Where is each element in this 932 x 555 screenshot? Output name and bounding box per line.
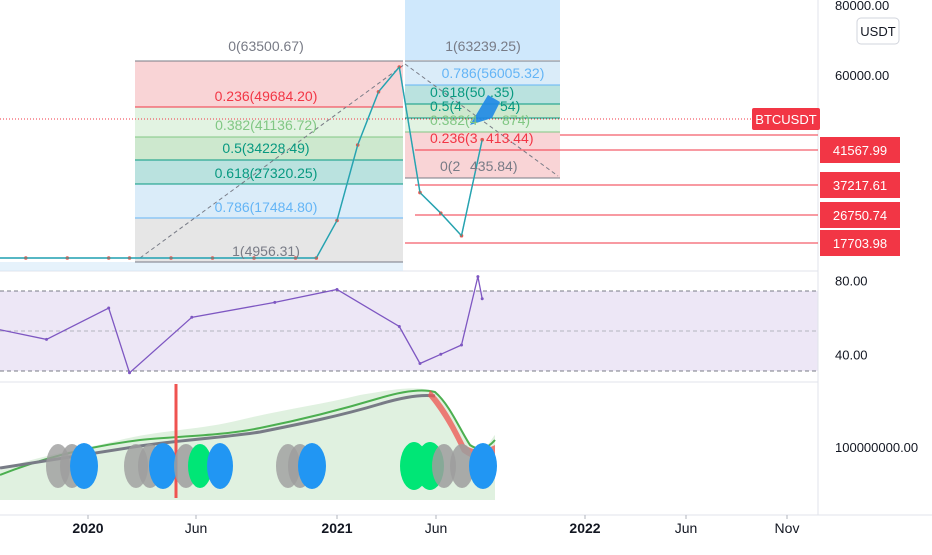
rsi-point <box>45 337 48 341</box>
rsi-point <box>397 325 401 328</box>
volume-line <box>0 389 496 476</box>
fib-labels: 0(63500.67) 0.236(49684.20) 0.382(41136.72… <box>215 38 545 259</box>
rsi-point <box>190 315 194 319</box>
rsi-point <box>273 300 277 304</box>
fib-lines <box>135 60 560 263</box>
volume-bubble-blue <box>70 443 98 489</box>
price-series <box>0 65 500 260</box>
currency-label: USDT <box>860 24 895 39</box>
currency-button[interactable] <box>856 17 900 45</box>
time-axis-tick-label: Jun <box>425 520 448 536</box>
price-level-tag <box>820 172 900 198</box>
price-level-tag <box>820 230 900 256</box>
fib2-level-label: 413.44) <box>486 130 533 146</box>
volume-bubble-blue <box>469 443 497 489</box>
fib1-zone-05-0618 <box>135 160 403 184</box>
rsi-axis-tick-label: 80.00 <box>835 273 868 288</box>
rsi-point <box>335 288 339 291</box>
volume-bubble-blue <box>207 443 233 489</box>
fib2-time-zone <box>405 0 560 60</box>
price-level-tag <box>820 202 900 228</box>
fib2-level-label: 0(2 <box>440 158 460 174</box>
price-level-tag <box>820 137 900 163</box>
rsi-point <box>107 306 111 310</box>
time-axis-tick-label: Jun <box>185 520 208 536</box>
volume-bubble-blue <box>149 443 177 489</box>
price-axis-tick-label: 60000.00 <box>835 68 889 83</box>
volume-bubble-gray <box>450 444 474 488</box>
time-axis-tick-label: Nov <box>775 520 800 536</box>
fib2-level-label: .35) <box>490 84 514 100</box>
time-axis-tick-label: Jun <box>675 520 698 536</box>
volume-bubble-green <box>188 444 212 488</box>
price-level-label: 37217.61 <box>833 178 887 193</box>
price-level-label: 17703.98 <box>833 236 887 251</box>
rsi-point <box>439 352 443 356</box>
price-level-label: 41567.99 <box>833 143 887 158</box>
symbol-label: BTCUSDT <box>755 112 816 127</box>
fib1-level-label: 0.786(17484.80) <box>215 199 318 215</box>
fib2-level-label: 874) <box>502 112 530 128</box>
volume-bubble-blue <box>298 443 326 489</box>
rsi-point <box>480 297 484 301</box>
rsi-point <box>460 343 463 347</box>
rsi-point <box>476 275 480 279</box>
volume-pane <box>0 384 497 500</box>
rsi-axis-tick-label: 40.00 <box>835 347 868 362</box>
fib1-level-label: 0.382(41136.72) <box>215 117 317 133</box>
fib2-level-label: 0.618(50 <box>430 84 485 100</box>
projection-arrow <box>470 95 500 125</box>
rsi-point <box>418 362 422 365</box>
rsi-series <box>0 275 484 375</box>
fib2-level-label: 0.236(3 <box>430 130 478 146</box>
time-axis[interactable]: 2020 Jun 2021 Jun 2022 Jun Nov <box>72 515 799 536</box>
volume-axis-tick-label: 100000000.00 <box>835 440 918 455</box>
price-level-lines <box>405 134 818 244</box>
fib1-trend-line <box>139 63 406 259</box>
fib2-level-label: 54) <box>500 98 520 114</box>
fib2-level-label: 0.786(56005.32) <box>442 65 545 81</box>
rsi-point <box>128 371 131 375</box>
fib1-zone-0786-1 <box>135 218 403 262</box>
time-axis-tick-label: 2021 <box>321 520 352 536</box>
fib2-level-label: 0.5(4 <box>430 98 462 114</box>
fib2-level-label: 1(63239.25) <box>445 38 521 54</box>
fib2-zone-1-0786 <box>405 61 560 85</box>
fib1-level-label: 0.236(49684.20) <box>215 88 318 104</box>
price-level-label: 26750.74 <box>833 208 887 223</box>
volume-bubble-gray <box>432 444 456 488</box>
fib1-zone-0618-0786 <box>135 184 403 218</box>
fib1-level-label: 0.5(34228.49) <box>222 140 309 156</box>
fib2-level-label: 435.84) <box>470 158 517 174</box>
fib1-level-label: 1(4956.31) <box>232 243 300 259</box>
fib1-zone-bottom <box>0 262 403 271</box>
fib1-zone-0-0236 <box>135 61 403 107</box>
fib2-zone-0786-0618 <box>405 85 560 104</box>
fib2-zone-05-0382 <box>405 118 560 132</box>
fib1-zone-0382-05 <box>135 137 403 160</box>
price-axis[interactable]: 80000.00 60000.00 80.00 40.00 100000000.00 41… <box>820 0 918 455</box>
time-axis-tick-label: 2022 <box>569 520 600 536</box>
time-axis-tick-label: 2020 <box>72 520 103 536</box>
fib1-zone-0236-0382 <box>135 107 403 137</box>
price-axis-tick-label: 80000.00 <box>835 0 889 13</box>
fib1-level-label: 0.618(27320.25) <box>215 165 318 181</box>
symbol-badge <box>752 108 820 130</box>
fib2-level-label: 0.382(4 <box>430 112 478 128</box>
volume-area <box>0 388 495 500</box>
fib1-level-label: 0(63500.67) <box>228 38 304 54</box>
price-line <box>0 65 483 259</box>
